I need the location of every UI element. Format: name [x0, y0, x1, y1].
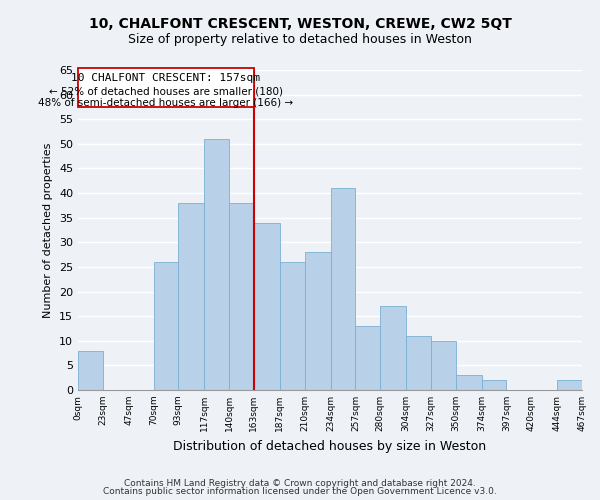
- Text: 10, CHALFONT CRESCENT, WESTON, CREWE, CW2 5QT: 10, CHALFONT CRESCENT, WESTON, CREWE, CW…: [89, 18, 511, 32]
- X-axis label: Distribution of detached houses by size in Weston: Distribution of detached houses by size …: [173, 440, 487, 452]
- Y-axis label: Number of detached properties: Number of detached properties: [43, 142, 53, 318]
- Text: Contains HM Land Registry data © Crown copyright and database right 2024.: Contains HM Land Registry data © Crown c…: [124, 478, 476, 488]
- Bar: [254, 222, 280, 390]
- Bar: [380, 306, 406, 390]
- Bar: [431, 341, 456, 390]
- Text: Contains public sector information licensed under the Open Government Licence v3: Contains public sector information licen…: [103, 487, 497, 496]
- Bar: [482, 380, 506, 390]
- Bar: [406, 336, 431, 390]
- Bar: [229, 203, 254, 390]
- Bar: [78, 350, 103, 390]
- Bar: [178, 203, 204, 390]
- Text: 10 CHALFONT CRESCENT: 157sqm: 10 CHALFONT CRESCENT: 157sqm: [71, 74, 260, 84]
- Bar: [456, 375, 482, 390]
- Bar: [154, 262, 178, 390]
- Bar: [280, 262, 305, 390]
- Text: ← 52% of detached houses are smaller (180): ← 52% of detached houses are smaller (18…: [49, 86, 283, 96]
- Bar: [355, 326, 380, 390]
- Bar: [331, 188, 355, 390]
- Bar: [204, 139, 229, 390]
- Bar: [305, 252, 331, 390]
- Bar: [557, 380, 582, 390]
- Text: Size of property relative to detached houses in Weston: Size of property relative to detached ho…: [128, 32, 472, 46]
- FancyBboxPatch shape: [78, 68, 254, 107]
- Text: 48% of semi-detached houses are larger (166) →: 48% of semi-detached houses are larger (…: [38, 98, 293, 108]
